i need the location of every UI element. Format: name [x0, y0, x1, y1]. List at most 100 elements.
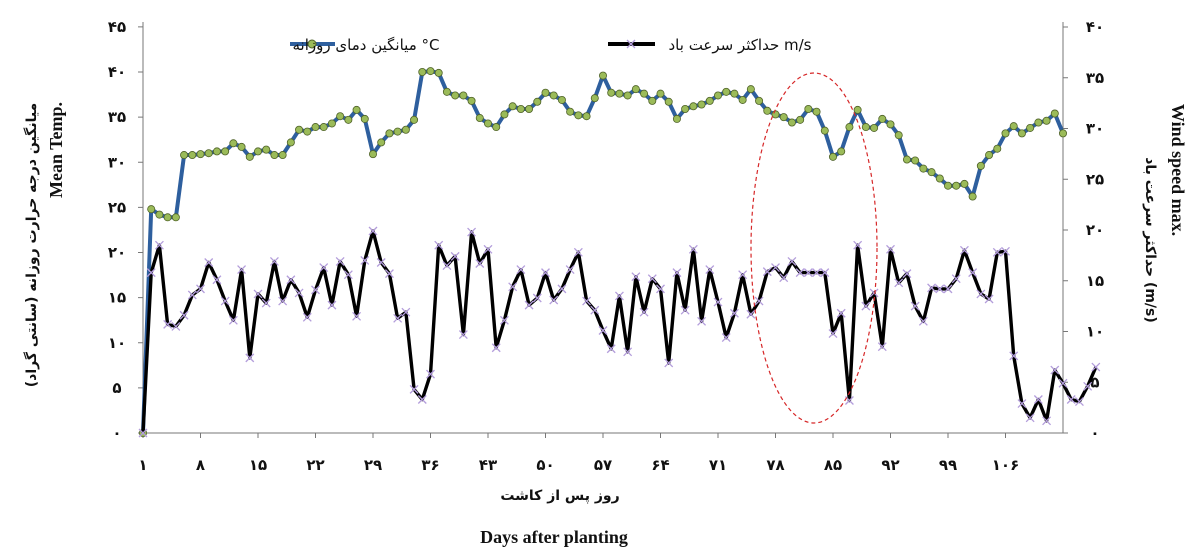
x-tick-label: ۲۲ — [306, 456, 324, 474]
right-tick-label: ۲۰ — [1086, 221, 1104, 239]
temp-point — [976, 161, 985, 170]
series-wind-speed — [138, 226, 1101, 438]
temp-point — [401, 125, 410, 134]
temp-point — [968, 192, 977, 201]
temp-point — [459, 91, 468, 100]
temp-point — [590, 94, 599, 103]
temp-point — [738, 95, 747, 104]
temp-point — [418, 68, 427, 77]
x-tick-label: ۱۰۶ — [992, 456, 1019, 474]
temp-point — [664, 97, 673, 106]
wind-point — [935, 284, 945, 294]
temp-point — [163, 213, 172, 222]
left-tick-label: ۳۰ — [108, 153, 126, 171]
wind-point — [927, 283, 937, 293]
temp-point — [1034, 118, 1043, 127]
temp-point — [327, 119, 336, 128]
wind-point — [902, 269, 912, 279]
temp-point — [993, 144, 1002, 153]
temp-point — [442, 87, 451, 96]
left-tick-label: ۵ — [112, 379, 121, 397]
wind-point — [434, 240, 444, 250]
temp-point — [656, 89, 665, 98]
wind-point — [409, 384, 419, 394]
wind-point — [910, 301, 920, 311]
temp-point — [705, 96, 714, 105]
wind-point — [171, 321, 181, 331]
temp-point — [253, 147, 262, 156]
temp-point — [1059, 129, 1068, 138]
y-axis-right-title-en: Wind speed max. — [1168, 104, 1188, 236]
temp-point — [393, 127, 402, 136]
wind-point — [828, 329, 838, 338]
x-tick-label: ۴۳ — [479, 456, 497, 474]
x-tick-label: ۷۱ — [709, 456, 727, 474]
wind-point — [1025, 413, 1035, 423]
wind-point — [976, 289, 986, 299]
wind-point — [729, 308, 739, 318]
wind-point — [771, 263, 780, 273]
temp-point — [804, 105, 813, 114]
temp-point — [147, 205, 156, 214]
wind-point — [984, 294, 994, 304]
temp-point — [796, 115, 805, 124]
temp-point — [861, 123, 870, 132]
right-tick-label: ۲۵ — [1086, 170, 1104, 188]
wind-point — [237, 265, 247, 275]
wind-point — [138, 428, 148, 438]
x-tick-label: ۲۹ — [364, 456, 382, 474]
wind-point — [803, 268, 813, 278]
wind-point — [623, 347, 633, 357]
wind-point — [311, 285, 320, 295]
wind-point — [1042, 416, 1052, 426]
temp-point — [492, 123, 501, 132]
axes — [142, 22, 1064, 434]
wind-point — [754, 296, 764, 306]
temp-point — [787, 118, 796, 127]
temp-point — [672, 114, 681, 123]
x-tick-label: ۷۸ — [766, 456, 784, 474]
left-tick-label: ۰ — [112, 424, 121, 442]
wind-point — [968, 268, 978, 278]
temp-point — [410, 115, 419, 124]
wind-point — [327, 300, 337, 310]
left-tick-label: ۱۰ — [108, 334, 126, 352]
wind-point — [746, 309, 756, 319]
wind-point — [1066, 395, 1076, 404]
wind-point — [294, 288, 304, 298]
temp-point — [278, 151, 287, 160]
wind-point — [458, 330, 468, 340]
temp-point — [196, 150, 205, 159]
wind-point — [1058, 378, 1068, 388]
temp-point — [541, 88, 550, 97]
temp-point — [944, 181, 953, 190]
wind-point — [1074, 397, 1084, 406]
wind-point — [401, 307, 411, 317]
x-tick-label: ۸ — [196, 456, 205, 474]
wind-point — [606, 344, 616, 354]
temp-point — [434, 68, 443, 77]
temp-point — [902, 155, 911, 164]
x-axis-title-fa: روز پس از کاشت — [500, 488, 619, 504]
temp-point — [689, 102, 698, 111]
wind-point — [951, 274, 961, 284]
temp-point — [352, 105, 361, 114]
wind-point — [163, 319, 173, 329]
temp-point — [221, 147, 230, 156]
temp-point — [1009, 122, 1018, 131]
wind-point — [442, 261, 452, 270]
wind-point — [483, 244, 493, 254]
temp-point — [648, 96, 657, 105]
temp-point — [820, 126, 829, 135]
temp-point — [599, 71, 608, 80]
temp-point — [336, 112, 345, 121]
wind-point — [557, 284, 567, 294]
left-tick-label: ۴۰ — [108, 63, 126, 81]
wind-point — [426, 369, 435, 379]
temp-point — [623, 91, 632, 100]
legend-temp-marker — [307, 39, 317, 49]
wind-point — [598, 326, 608, 335]
wind-point — [820, 268, 830, 278]
wind-point — [360, 255, 370, 265]
